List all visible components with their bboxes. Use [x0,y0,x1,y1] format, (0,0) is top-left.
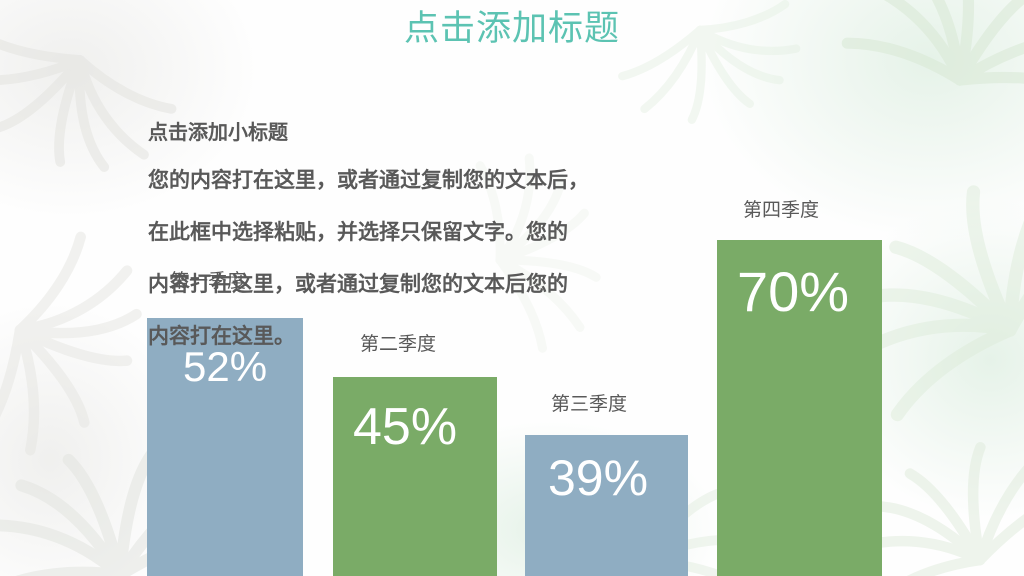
body-line: 您的内容打在这里，或者通过复制您的文本后， [148,169,589,192]
bar-value-label-q2: 45% [353,398,458,456]
bar-rect-q4[interactable] [717,240,882,576]
bar-group-q4: 第四季度 70% [717,201,882,576]
bar-rect-q2[interactable] [333,377,497,576]
bar-rect-q3[interactable] [525,435,688,576]
body-line: 内容打在这里，或者通过复制您的文本后您的 [148,273,568,296]
body-text-block[interactable]: 您的内容打在这里，或者通过复制您的文本后， 在此框中选择粘贴，并选择只保留文字。… [148,155,589,363]
bar-value-label-q3: 39% [548,450,649,506]
bar-value-label-q1: 52% [183,343,268,390]
bar-category-label-q1: 第一季度 [170,271,247,292]
bar-group-q2: 第二季度 45% [333,335,497,576]
bar-group-q3: 第三季度 39% [525,395,688,576]
bar-category-label-q2: 第二季度 [360,334,437,355]
bar-category-label-q4: 第四季度 [743,200,820,221]
bar-group-q1: 第一季度 52% [147,272,303,576]
bar-category-label-q3: 第三季度 [551,394,628,415]
slide-title[interactable]: 点击添加标题 [403,9,620,48]
body-line: 在此框中选择粘贴，并选择只保留文字。您的 [148,221,568,244]
bar-rect-q1[interactable] [147,318,303,576]
slide-subtitle[interactable]: 点击添加小标题 [148,122,288,144]
body-line: 内容打在这里。 [148,325,295,348]
bar-value-label-q4: 70% [737,260,850,323]
